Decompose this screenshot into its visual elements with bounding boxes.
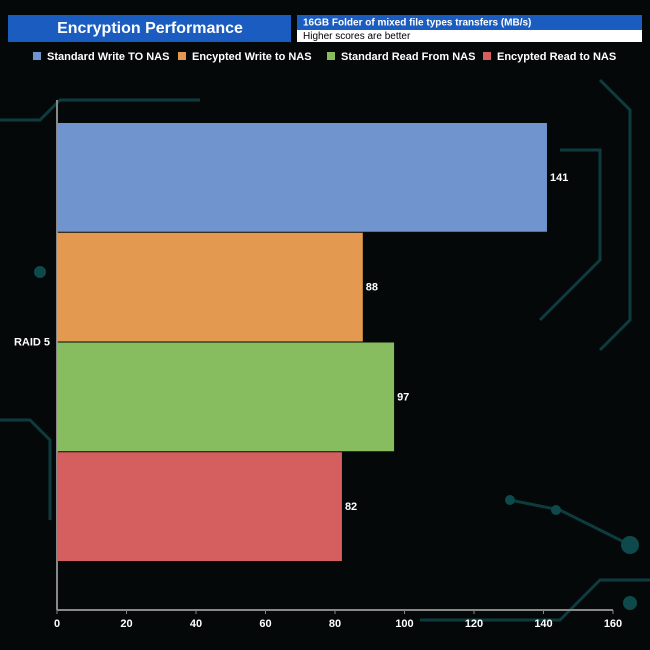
bar (57, 123, 547, 232)
x-tick-label: 40 (190, 618, 202, 630)
note: Higher scores are better (303, 31, 411, 42)
title-box (8, 15, 291, 42)
subtitle-box (297, 15, 642, 30)
legend-label: Standard Read From NAS (341, 51, 475, 63)
bar (57, 342, 395, 452)
legend-swatch (327, 52, 335, 60)
x-tick-label: 160 (604, 618, 622, 630)
x-tick-label: 120 (465, 618, 483, 630)
legend-label: Standard Write TO NAS (47, 51, 169, 63)
circuit-decoration (0, 78, 650, 622)
legend-label: Encypted Write to NAS (192, 51, 312, 63)
legend-label: Encypted Read to NAS (497, 51, 616, 63)
data-label: 97 (397, 391, 409, 403)
chart-title: Encryption Performance (57, 20, 243, 37)
x-tick-label: 80 (329, 618, 341, 630)
legend-swatch (483, 52, 491, 60)
legend-swatch (178, 52, 186, 60)
x-tick-label: 20 (120, 618, 132, 630)
data-label: 82 (345, 501, 357, 513)
y-tick-label: RAID 5 (14, 336, 50, 348)
bar (57, 232, 363, 342)
legend-swatch (33, 52, 41, 60)
x-tick-label: 60 (259, 618, 271, 630)
x-tick-label: 100 (395, 618, 413, 630)
data-label: 141 (550, 172, 568, 184)
x-tick-label: 140 (534, 618, 552, 630)
bar (57, 452, 342, 561)
x-tick-label: 0 (54, 618, 60, 630)
subtitle: 16GB Folder of mixed file types transfer… (303, 18, 531, 29)
note-box (297, 30, 642, 42)
data-label: 88 (366, 282, 378, 294)
